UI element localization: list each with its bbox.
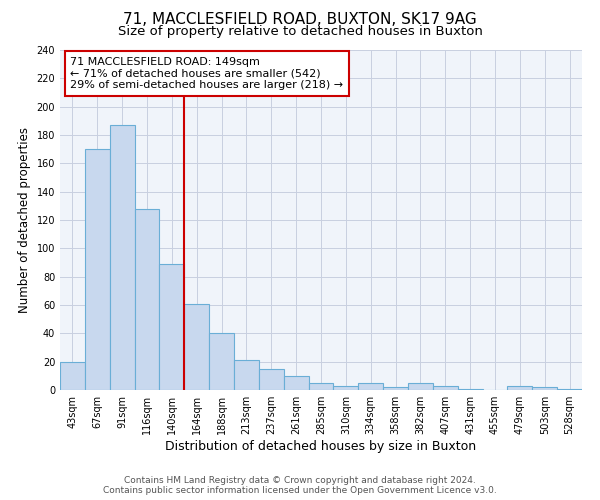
Bar — [184, 304, 209, 390]
Text: 71 MACCLESFIELD ROAD: 149sqm
← 71% of detached houses are smaller (542)
29% of s: 71 MACCLESFIELD ROAD: 149sqm ← 71% of de… — [70, 57, 344, 90]
Bar — [408, 383, 433, 390]
Bar — [532, 387, 557, 390]
Bar — [358, 383, 383, 390]
Bar — [209, 334, 234, 390]
Bar — [60, 362, 85, 390]
Bar — [160, 264, 184, 390]
Bar — [134, 208, 160, 390]
Bar — [557, 388, 582, 390]
Bar — [284, 376, 308, 390]
Bar — [308, 383, 334, 390]
Text: Size of property relative to detached houses in Buxton: Size of property relative to detached ho… — [118, 25, 482, 38]
Bar — [383, 387, 408, 390]
Bar — [234, 360, 259, 390]
Bar — [259, 369, 284, 390]
Bar — [85, 149, 110, 390]
Bar — [110, 125, 134, 390]
X-axis label: Distribution of detached houses by size in Buxton: Distribution of detached houses by size … — [166, 440, 476, 453]
Bar — [458, 388, 482, 390]
Text: Contains HM Land Registry data © Crown copyright and database right 2024.
Contai: Contains HM Land Registry data © Crown c… — [103, 476, 497, 495]
Y-axis label: Number of detached properties: Number of detached properties — [18, 127, 31, 313]
Bar — [508, 386, 532, 390]
Bar — [433, 386, 458, 390]
Bar — [334, 386, 358, 390]
Text: 71, MACCLESFIELD ROAD, BUXTON, SK17 9AG: 71, MACCLESFIELD ROAD, BUXTON, SK17 9AG — [123, 12, 477, 28]
